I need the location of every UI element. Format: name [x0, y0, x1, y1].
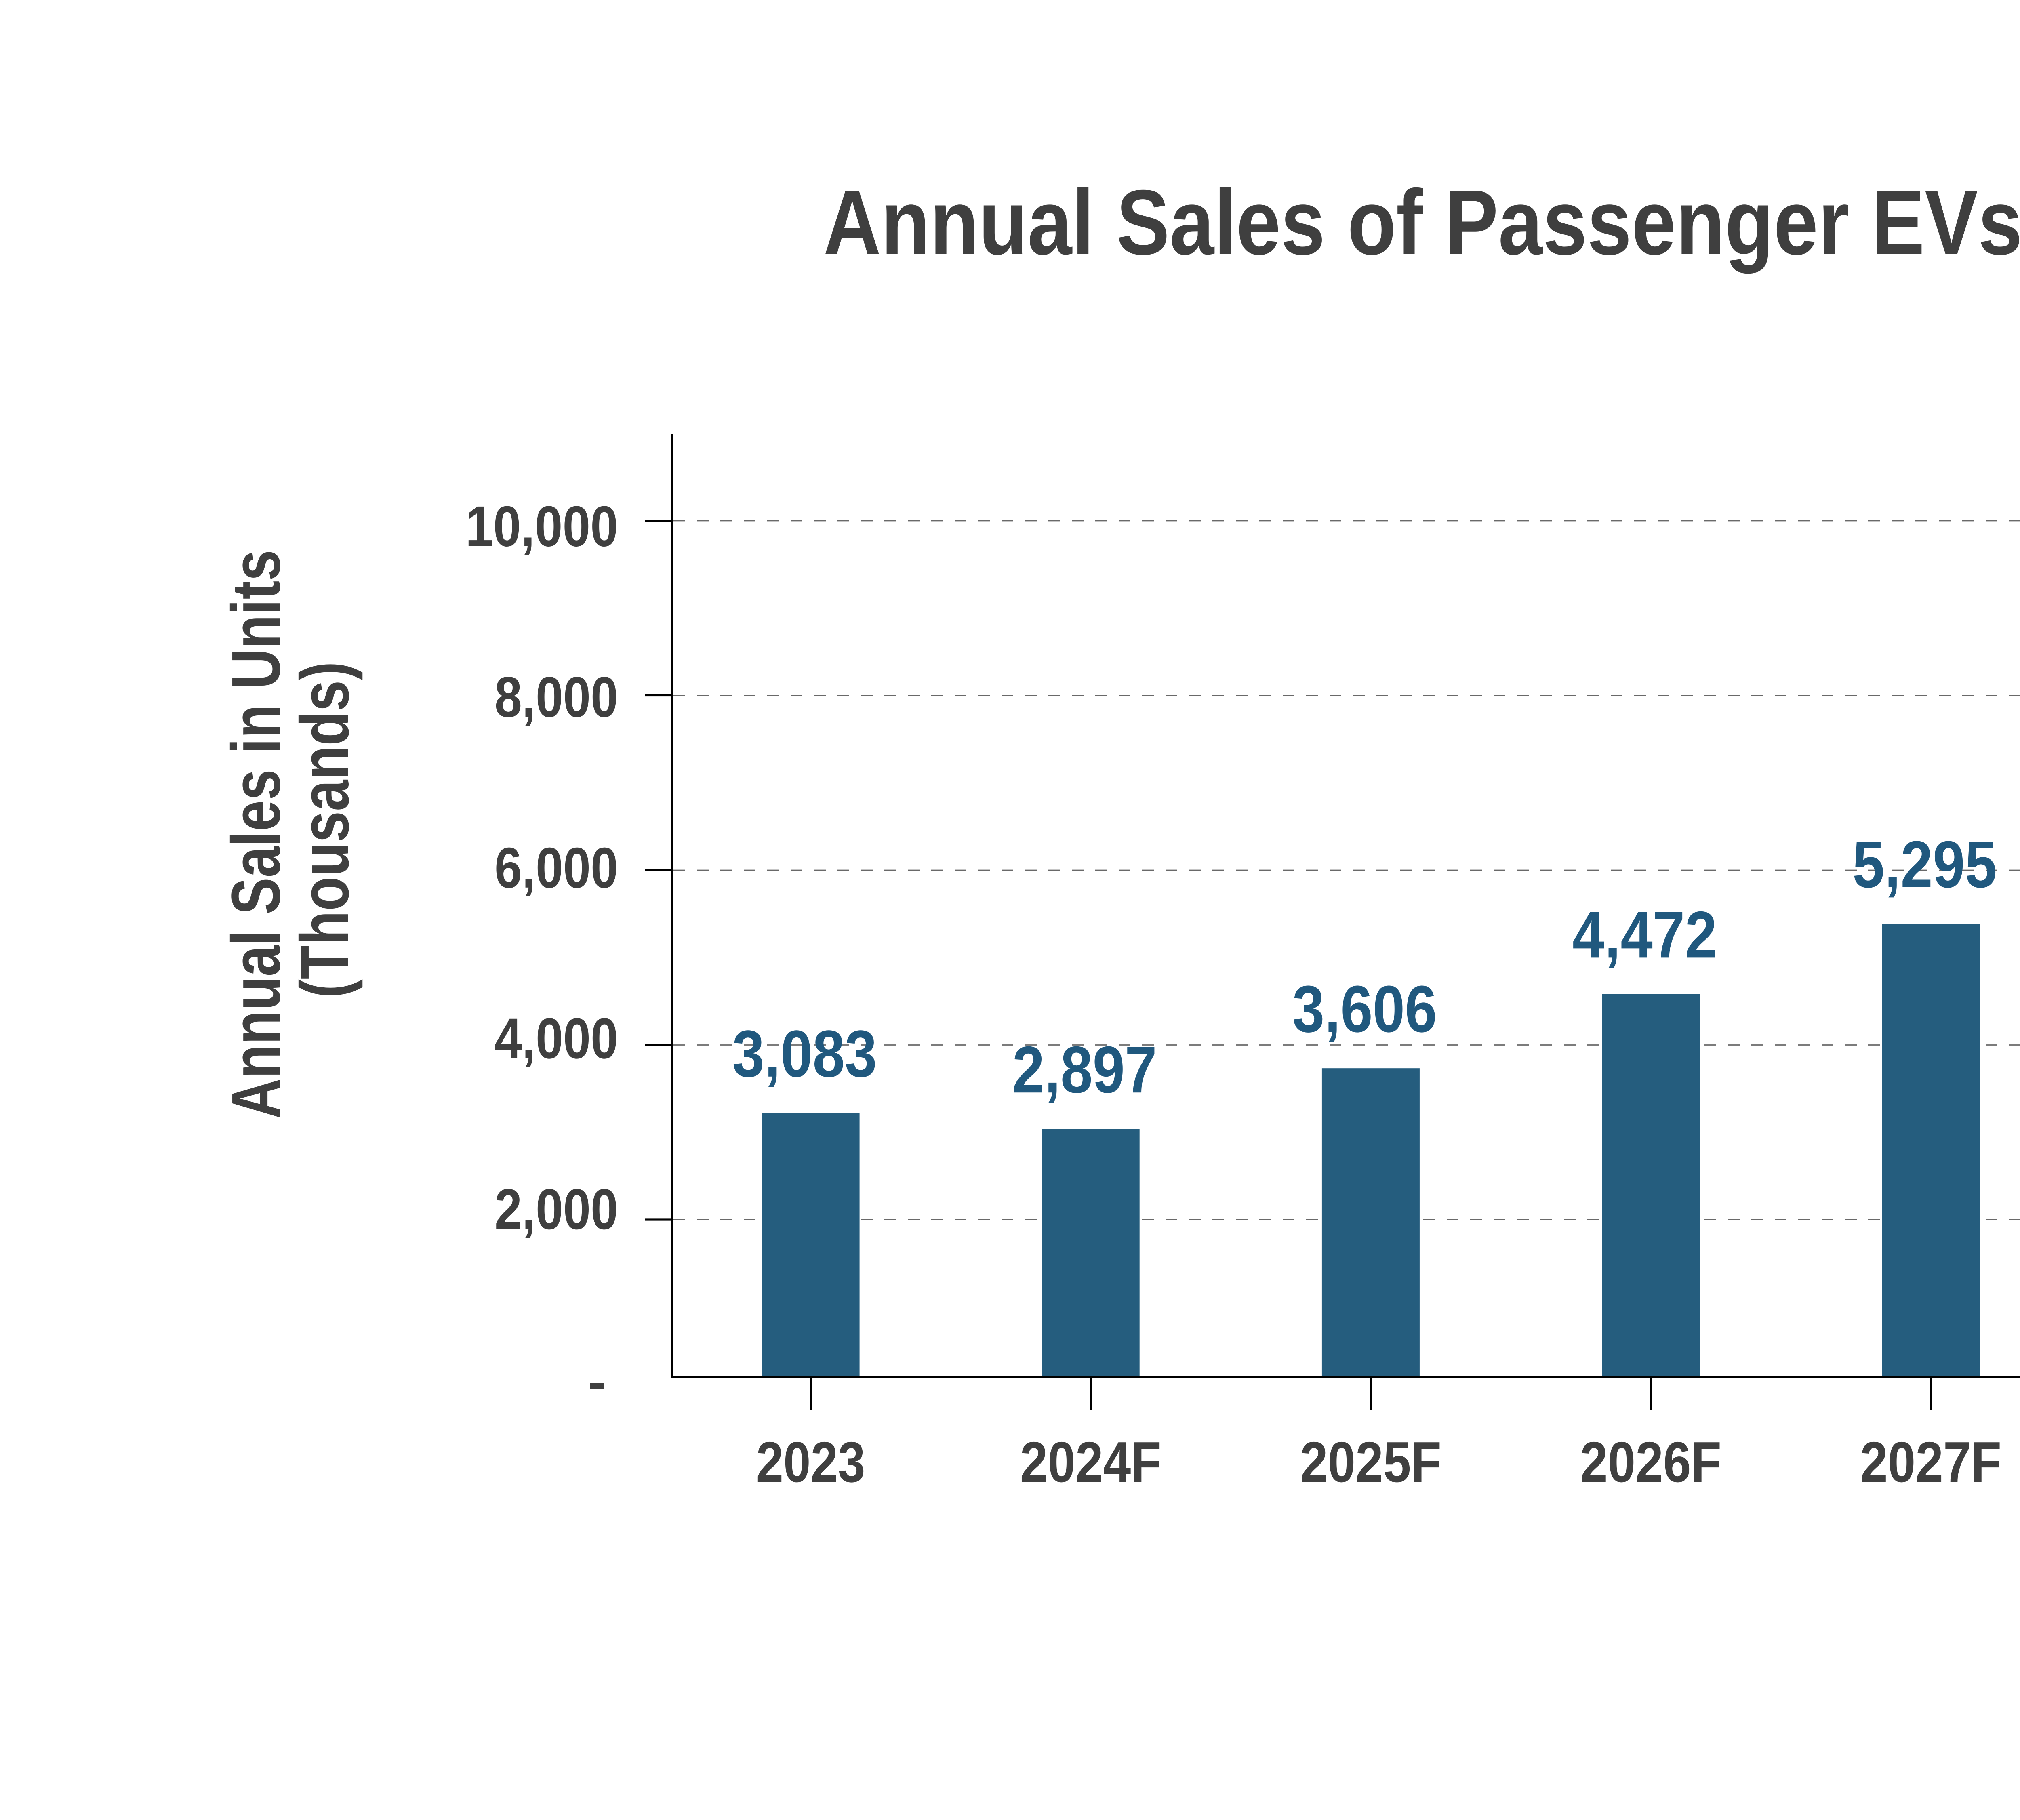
svg-text:2,000: 2,000	[494, 1177, 618, 1241]
svg-text:3,083: 3,083	[732, 1017, 877, 1091]
svg-text:10,000: 10,000	[465, 494, 618, 559]
svg-text:8,000: 8,000	[494, 665, 618, 729]
svg-text:5,295: 5,295	[1852, 827, 1997, 901]
svg-text:4,000: 4,000	[494, 1006, 618, 1071]
svg-text:4,472: 4,472	[1572, 898, 1717, 972]
svg-text:2023: 2023	[756, 1430, 865, 1494]
svg-text:6,000: 6,000	[494, 836, 618, 900]
svg-text:3,606: 3,606	[1292, 972, 1437, 1046]
svg-text:Annual Sales in Units: Annual Sales in Units	[218, 550, 295, 1119]
svg-text:(Thousands): (Thousands)	[286, 662, 363, 998]
svg-text:2027F: 2027F	[1860, 1430, 2001, 1494]
svg-text:2025F: 2025F	[1300, 1430, 1441, 1494]
svg-text:2,897: 2,897	[1012, 1033, 1157, 1107]
svg-text:2024F: 2024F	[1020, 1430, 1162, 1494]
svg-text:2026F: 2026F	[1580, 1430, 1721, 1494]
svg-text:Annual Sales of Passenger EVs: Annual Sales of Passenger EVs in Europe	[823, 171, 2020, 274]
